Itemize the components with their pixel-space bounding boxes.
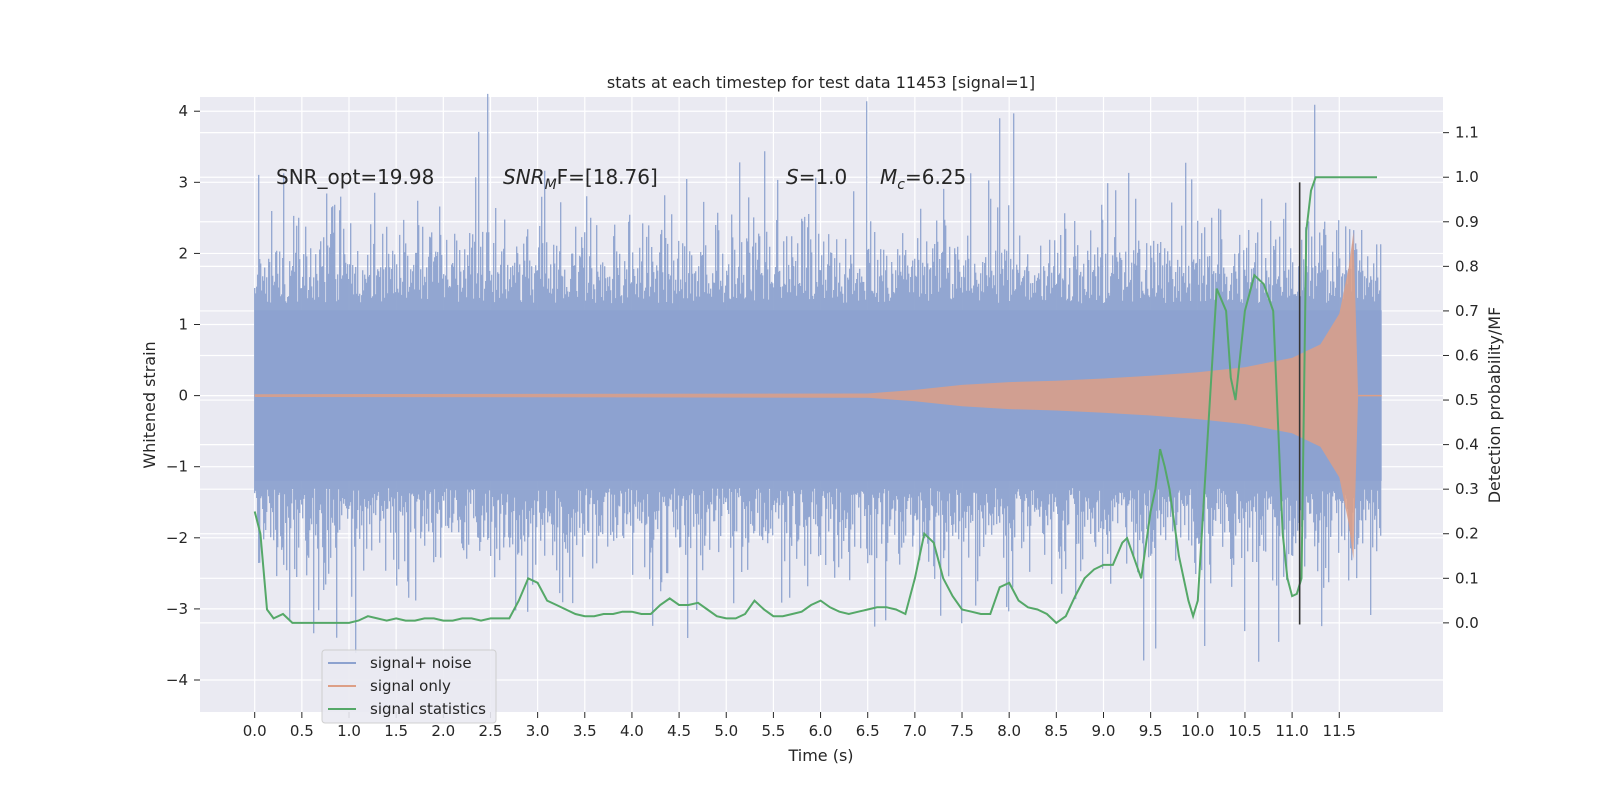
mc-val: =6.25 [905,165,966,189]
y2-tick-label: 0.9 [1455,213,1479,231]
y2-tick-label: 0.8 [1455,257,1479,275]
y-tick-label: −1 [166,458,188,476]
x-tick-label: 1.0 [337,722,361,740]
x-tick-label: 7.0 [903,722,927,740]
y-tick-label: −4 [166,671,188,689]
chart-title: stats at each timestep for test data 114… [607,73,1035,92]
s-val: =1.0 [799,165,848,189]
legend: signal+ noise signal only signal statist… [321,649,497,724]
x-tick-label: 4.0 [620,722,644,740]
y-tick-label: 1 [178,316,188,334]
x-tick-label: 6.5 [856,722,880,740]
x-tick-label: 4.5 [667,722,691,740]
x-tick-label: 2.5 [479,722,503,740]
stats-line [253,176,1377,625]
x-tick-label: 11.0 [1275,722,1308,740]
y2-tick-label: 0.4 [1455,436,1479,454]
x-axis-ticks: 0.0 0.5 1.0 1.5 2.0 2.5 3.0 3.5 4.0 4.5 5.0 5.5 6.0 6… [243,712,1356,740]
s-annotation: S=1.0 [786,165,847,189]
x-tick-label: 10.5 [1228,722,1261,740]
legend-label-stats: signal statistics [370,700,486,718]
x-tick-label: 8.0 [997,722,1021,740]
legend-label-signal: signal only [370,677,451,695]
x-tick-label: 10.0 [1181,722,1214,740]
signal-series [254,232,1382,560]
legend-box [321,649,497,724]
y2-tick-label: 0.3 [1455,480,1479,498]
y2-tick-label: 0.2 [1455,525,1479,543]
x-tick-label: 0.0 [243,722,267,740]
y-tick-label: −3 [166,600,188,618]
y2-tick-label: 1.1 [1455,124,1479,142]
x-tick-label: 7.5 [950,722,974,740]
x-tick-label: 9.0 [1092,722,1116,740]
signal-envelope [254,232,1359,560]
x-tick-label: 11.5 [1323,722,1356,740]
x-tick-label: 8.5 [1044,722,1068,740]
legend-label-noise: signal+ noise [370,654,472,672]
y-tick-label: 2 [178,244,188,262]
stats-series [253,176,1377,625]
x-tick-label: 2.0 [431,722,455,740]
y2-tick-label: 0.5 [1455,391,1479,409]
snr-mf-prefix: SNR [503,165,545,189]
y-tick-label: 4 [178,102,188,120]
snr-mf-annotation: SNRMF=[18.76] [503,165,658,193]
y2-axis-label: Detection probability/MF [1485,307,1504,504]
mc-annotation: Mc=6.25 [880,165,966,193]
x-tick-label: 3.5 [573,722,597,740]
y2-tick-label: 0.0 [1455,614,1479,632]
mc-var: M [880,165,897,189]
y-tick-label: −2 [166,529,188,547]
s-var: S [786,165,799,189]
x-tick-label: 6.0 [809,722,833,740]
y2-tick-label: 0.7 [1455,302,1479,320]
x-tick-label: 0.5 [290,722,314,740]
x-axis-label: Time (s) [787,746,853,765]
x-tick-label: 5.5 [761,722,785,740]
mc-sub: c [897,177,905,193]
x-tick-label: 5.0 [714,722,738,740]
y2-tick-label: 0.6 [1455,346,1479,364]
x-tick-label: 1.5 [384,722,408,740]
y2-tick-label: 0.1 [1455,569,1479,587]
y-tick-label: 0 [178,387,188,405]
y-tick-label: 3 [178,173,188,191]
y-axis-ticks: 4 3 2 1 0 −1 −2 −3 −4 [166,102,200,689]
snr-opt-annotation: SNR_opt=19.98 [276,165,434,189]
x-tick-label: 3.0 [526,722,550,740]
y-axis-label: Whitened strain [140,341,159,468]
x-tick-label: 9.5 [1139,722,1163,740]
snr-mf-suffix: F=[18.76] [557,165,658,189]
y2-axis-ticks: 1.1 1.0 0.9 0.8 0.7 0.6 0.5 0.4 0.3 0.2 0.1 0.0 [1443,124,1479,632]
y2-tick-label: 1.0 [1455,168,1479,186]
snr-mf-sub: M [545,177,557,193]
